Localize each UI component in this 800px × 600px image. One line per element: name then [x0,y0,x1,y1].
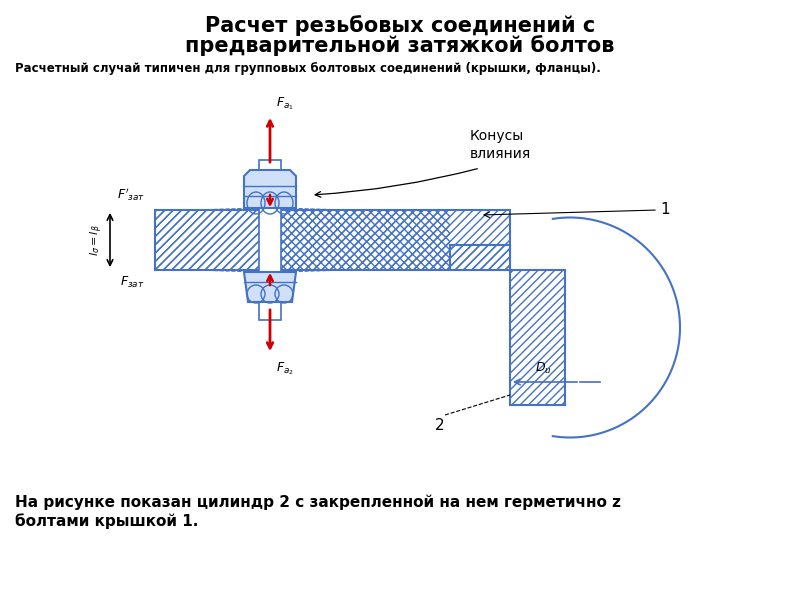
Polygon shape [450,245,510,270]
Polygon shape [259,160,281,320]
Text: Конусы: Конусы [470,129,524,143]
Text: 2: 2 [435,418,445,433]
Text: На рисунке показан цилиндр 2 с закрепленной на нем герметично z: На рисунке показан цилиндр 2 с закреплен… [15,495,621,511]
Polygon shape [244,272,296,302]
Text: $F_{a_2}$: $F_{a_2}$ [276,360,294,377]
Text: предварительной затяжкой болтов: предварительной затяжкой болтов [186,35,614,56]
Polygon shape [155,210,510,270]
Text: Расчетный случай типичен для групповых болтовых соединений (крышки, фланцы).: Расчетный случай типичен для групповых б… [15,62,601,75]
Text: $D_u$: $D_u$ [535,361,552,376]
Text: влияния: влияния [470,147,531,161]
Text: $F'_{зат}$: $F'_{зат}$ [117,187,145,203]
Text: болтами крышкой 1.: болтами крышкой 1. [15,513,198,529]
Text: Расчет резьбовых соединений с: Расчет резьбовых соединений с [205,15,595,36]
Polygon shape [244,170,296,208]
Text: $F_{a_1}$: $F_{a_1}$ [276,95,294,112]
Text: $l_\sigma = l_\beta$: $l_\sigma = l_\beta$ [89,224,105,256]
Polygon shape [510,270,565,405]
Text: 1: 1 [660,202,670,217]
Text: $F_{зат}$: $F_{зат}$ [121,274,145,290]
